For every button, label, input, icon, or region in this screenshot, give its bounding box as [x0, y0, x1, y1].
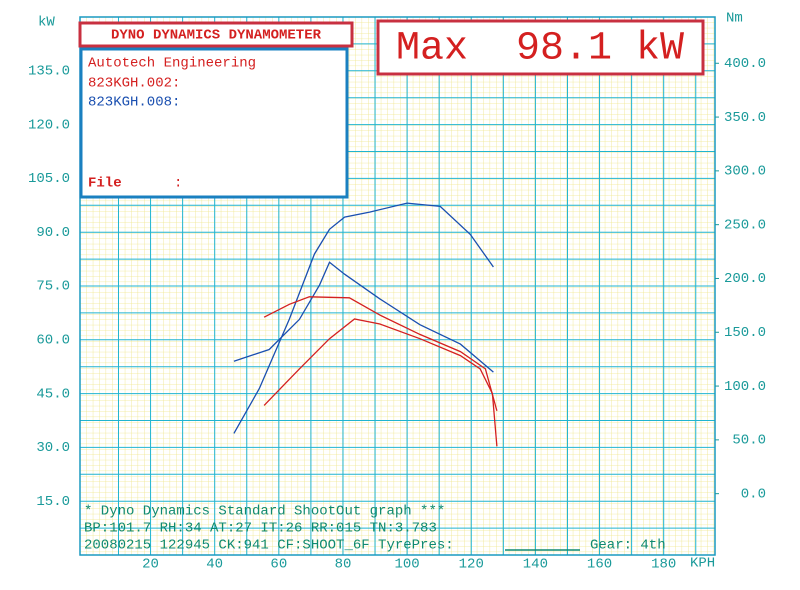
chart-title: DYNO DYNAMICS DYNAMOMETER [111, 28, 322, 44]
y2-tick-label: 400.0 [724, 56, 766, 72]
torque-curve [263, 296, 498, 411]
max-box [376, 19, 705, 76]
x-tick-label: 160 [587, 557, 612, 573]
legend-box [79, 47, 349, 199]
footer-line: 20080215 122945 CK:941 CF:SHOOT_6F TyreP… [84, 538, 454, 554]
y-tick-label: 135.0 [28, 64, 70, 80]
y2-tick-label: 250.0 [724, 217, 766, 233]
file-separator: : [174, 176, 182, 192]
torque-curve [233, 261, 494, 373]
power-curve [263, 318, 498, 447]
x-tick-label: 60 [270, 557, 287, 573]
y2-tick-label: 0.0 [741, 486, 766, 502]
file-label: File [88, 176, 122, 192]
y2-tick-label: 100.0 [724, 379, 766, 395]
y2-tick-label: 350.0 [724, 110, 766, 126]
x-tick-label: 20 [142, 557, 159, 573]
y-tick-label: 90.0 [36, 225, 70, 241]
footer-line: * Dyno Dynamics Standard ShootOut graph … [84, 504, 445, 520]
y-tick-label: 45.0 [36, 386, 70, 402]
y2-tick-label: 50.0 [732, 433, 766, 449]
gear: Gear: 4th [590, 538, 666, 554]
y2-tick-label: 300.0 [724, 164, 766, 180]
title-box [78, 21, 354, 48]
x-tick-label: 180 [651, 557, 676, 573]
y2-axis-title: Nm [726, 11, 743, 27]
x-tick-label: 80 [335, 557, 352, 573]
curves [233, 202, 498, 447]
legend-entry: 823KGH.008: [88, 95, 180, 111]
y-tick-label: 120.0 [28, 117, 70, 133]
max-power: Max 98.1 kW [396, 27, 684, 72]
y2-tick-label: 150.0 [724, 325, 766, 341]
x-tick-label: 100 [395, 557, 420, 573]
x-tick-label: 40 [206, 557, 223, 573]
y-tick-label: 30.0 [36, 440, 70, 456]
footer-line: BP:101.7 RH:34 AT:27 IT:26 RR:015 TN:3.7… [84, 521, 437, 537]
y-tick-label: 60.0 [36, 333, 70, 349]
legend-entry: 823KGH.002: [88, 76, 180, 92]
x-axis-title: KPH [690, 556, 715, 572]
y-tick-label: 75.0 [36, 279, 70, 295]
y-tick-label: 105.0 [28, 171, 70, 187]
x-tick-label: 140 [523, 557, 548, 573]
y-tick-label: 15.0 [36, 494, 70, 510]
x-tick-label: 120 [459, 557, 484, 573]
y2-tick-label: 200.0 [724, 271, 766, 287]
legend-heading: Autotech Engineering [88, 56, 256, 72]
y-axis-title: kW [38, 15, 55, 31]
power-curve [233, 202, 494, 434]
plot-frame [79, 16, 716, 556]
